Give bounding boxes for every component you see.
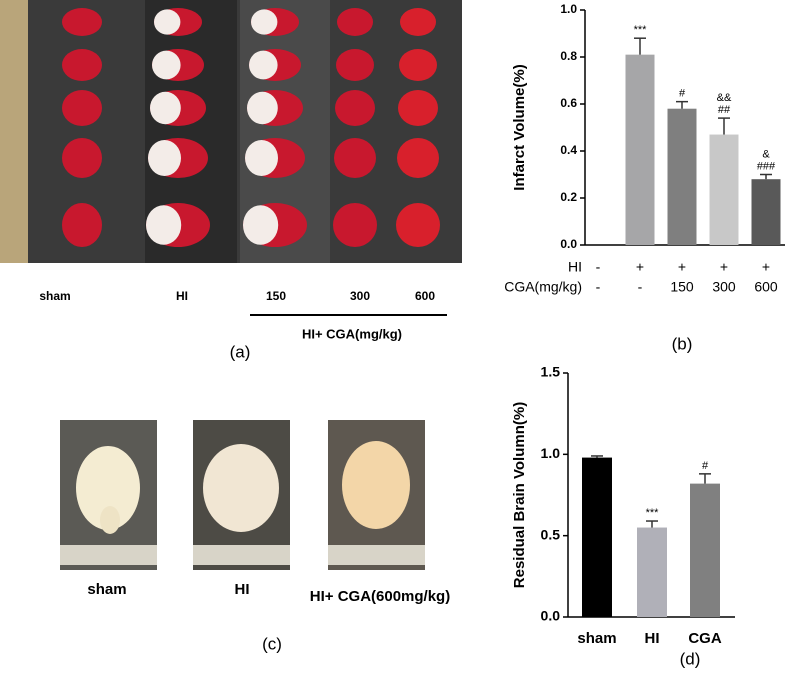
x-table-cell: 600 <box>754 279 778 295</box>
brain-slice <box>62 8 102 36</box>
photo-label: HI <box>176 289 188 303</box>
photo-label: 600 <box>415 289 435 303</box>
bar <box>709 134 739 245</box>
significance: & <box>762 148 770 160</box>
bar <box>637 527 667 617</box>
infarct <box>152 50 181 80</box>
brain-slice <box>62 90 102 126</box>
brain-slice <box>399 49 437 81</box>
ruler <box>328 545 425 565</box>
infarct <box>247 91 278 125</box>
brain <box>100 506 120 534</box>
photo-label: sham <box>39 289 70 303</box>
infarct <box>245 140 278 176</box>
x-table-cell: 300 <box>712 279 736 295</box>
x-tick-label: HI <box>645 630 660 647</box>
panel-label: (d) <box>680 649 701 668</box>
x-table-label: CGA(mg/kg) <box>504 279 582 295</box>
bar <box>751 179 781 245</box>
significance: ### <box>757 160 776 172</box>
photo-label: HI <box>235 581 250 598</box>
brain-slice <box>336 49 374 81</box>
brain-slice <box>333 203 377 247</box>
significance: # <box>679 88 686 100</box>
x-table-cell: + <box>762 259 770 275</box>
y-tick-label: 0.0 <box>541 608 561 624</box>
y-axis-label: Residual Brain Volumn(%) <box>511 402 528 588</box>
significance: ## <box>718 104 731 116</box>
brain <box>342 441 410 529</box>
y-tick-label: 0.6 <box>560 96 577 110</box>
y-tick-label: 1.5 <box>541 364 561 380</box>
significance: *** <box>634 24 648 36</box>
panel-label: (b) <box>672 334 693 353</box>
brain-slice <box>398 90 438 126</box>
y-tick-label: 0.5 <box>541 526 561 542</box>
infarct <box>146 205 182 245</box>
y-tick-label: 0.4 <box>560 143 577 157</box>
significance: # <box>702 460 709 472</box>
ruler <box>0 0 28 263</box>
significance: *** <box>646 507 660 519</box>
y-tick-label: 1.0 <box>541 445 561 461</box>
group-label: HI+ CGA(mg/kg) <box>302 326 402 341</box>
infarct <box>150 91 181 125</box>
x-table-cell: - <box>596 259 601 275</box>
brain-slice <box>62 49 102 81</box>
x-table-cell: + <box>678 259 686 275</box>
bar <box>582 457 612 617</box>
infarct <box>251 9 278 35</box>
x-table-label: HI <box>568 259 582 275</box>
x-table-cell: - <box>638 279 643 295</box>
photo-label: 150 <box>266 289 286 303</box>
y-axis-label: Infarct Volume(%) <box>511 64 528 190</box>
y-tick-label: 1.0 <box>560 2 577 16</box>
brain <box>203 444 279 532</box>
photo-label: 300 <box>350 289 370 303</box>
brain-slice <box>397 138 439 178</box>
y-tick-label: 0.0 <box>560 237 577 251</box>
brain-slice <box>396 203 440 247</box>
ruler <box>60 545 157 565</box>
infarct <box>148 140 181 176</box>
bar <box>625 54 655 246</box>
bar <box>667 108 697 245</box>
x-tick-label: CGA <box>688 630 722 647</box>
brain-slice <box>334 138 376 178</box>
y-tick-label: 0.8 <box>560 49 577 63</box>
brain-slice <box>62 203 102 247</box>
infarct <box>248 50 278 80</box>
brain <box>76 446 140 530</box>
infarct <box>243 205 279 245</box>
panel-label: (c) <box>262 634 282 653</box>
significance: && <box>717 92 732 104</box>
panel-label: (a) <box>230 342 251 361</box>
x-table-cell: + <box>720 259 728 275</box>
photo-label: HI+ CGA(600mg/kg) <box>310 588 450 605</box>
ruler <box>193 545 290 565</box>
x-tick-label: sham <box>577 630 616 647</box>
brain-slice <box>400 8 436 36</box>
brain-slice <box>337 8 373 36</box>
brain-slice <box>62 138 102 178</box>
x-table-cell: 150 <box>670 279 694 295</box>
brain-slice <box>335 90 375 126</box>
infarct <box>154 9 181 35</box>
photo-label: sham <box>87 581 126 598</box>
bar <box>690 483 720 617</box>
x-table-cell: - <box>596 279 601 295</box>
x-table-cell: + <box>636 259 644 275</box>
y-tick-label: 0.2 <box>560 190 577 204</box>
